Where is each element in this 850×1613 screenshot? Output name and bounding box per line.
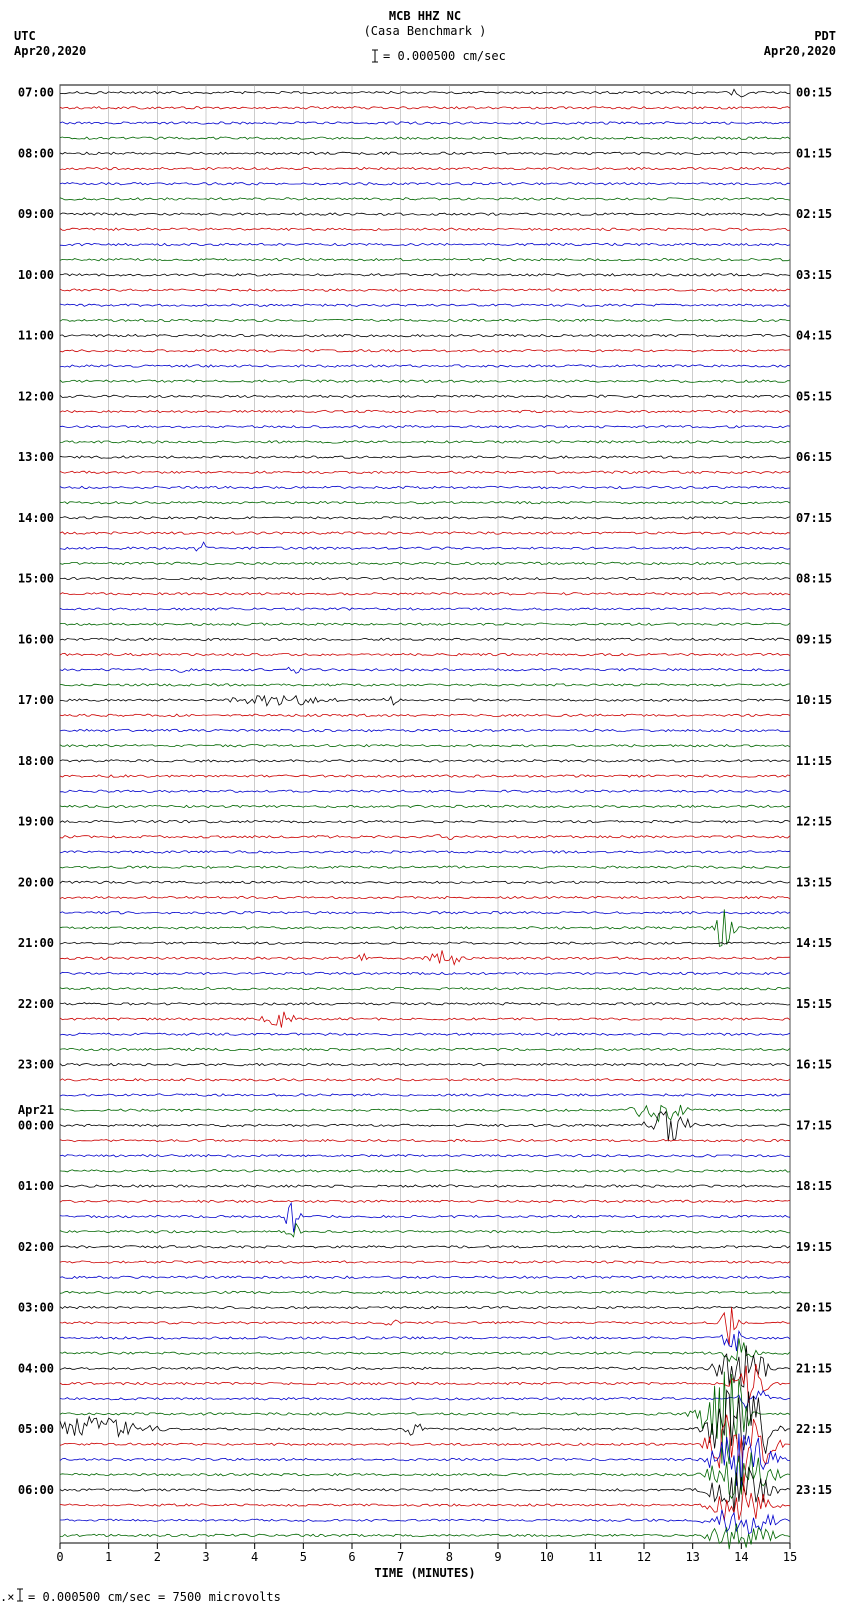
x-tick-label: 10	[539, 1550, 553, 1564]
right-time-label: 10:15	[796, 693, 832, 707]
x-tick-label: 8	[446, 1550, 453, 1564]
right-tz: PDT	[814, 29, 836, 43]
right-time-label: 19:15	[796, 1240, 832, 1254]
right-time-label: 09:15	[796, 632, 832, 646]
x-tick-label: 1	[105, 1550, 112, 1564]
right-time-label: 06:15	[796, 450, 832, 464]
right-time-label: 07:15	[796, 511, 832, 525]
x-tick-label: 9	[494, 1550, 501, 1564]
x-tick-label: 4	[251, 1550, 258, 1564]
x-tick-label: 2	[154, 1550, 161, 1564]
right-time-label: 12:15	[796, 815, 832, 829]
x-tick-label: 0	[56, 1550, 63, 1564]
left-time-label: 13:00	[18, 450, 54, 464]
left-time-label: Apr21	[18, 1103, 54, 1117]
right-time-label: 13:15	[796, 875, 832, 889]
left-time-label: 02:00	[18, 1240, 54, 1254]
left-time-label: 18:00	[18, 754, 54, 768]
right-time-label: 15:15	[796, 997, 832, 1011]
left-time-label: 22:00	[18, 997, 54, 1011]
left-time-label: 01:00	[18, 1179, 54, 1193]
right-time-label: 17:15	[796, 1118, 832, 1132]
left-time-label: 10:00	[18, 268, 54, 282]
x-tick-label: 5	[300, 1550, 307, 1564]
x-tick-label: 3	[202, 1550, 209, 1564]
x-tick-label: 15	[783, 1550, 797, 1564]
left-time-label: 21:00	[18, 936, 54, 950]
right-time-label: 03:15	[796, 268, 832, 282]
right-time-label: 21:15	[796, 1361, 832, 1375]
seismogram-plot: MCB HHZ NC(Casa Benchmark ) = 0.000500 cm…	[0, 0, 850, 1613]
x-tick-label: 7	[397, 1550, 404, 1564]
right-time-label: 02:15	[796, 207, 832, 221]
right-time-label: 16:15	[796, 1058, 832, 1072]
left-time-label: 19:00	[18, 815, 54, 829]
right-time-label: 00:15	[796, 86, 832, 100]
left-time-label: 17:00	[18, 693, 54, 707]
left-time-label: 03:00	[18, 1301, 54, 1315]
right-time-label: 01:15	[796, 146, 832, 160]
left-time-label: 16:00	[18, 632, 54, 646]
x-axis-label: TIME (MINUTES)	[374, 1566, 475, 1580]
left-date: Apr20,2020	[14, 44, 86, 58]
right-time-label: 08:15	[796, 572, 832, 586]
left-time-label: 05:00	[18, 1422, 54, 1436]
left-time-label: 11:00	[18, 329, 54, 343]
right-time-label: 18:15	[796, 1179, 832, 1193]
left-time-label: 04:00	[18, 1361, 54, 1375]
left-time-label: 15:00	[18, 572, 54, 586]
left-tz: UTC	[14, 29, 36, 43]
right-time-label: 04:15	[796, 329, 832, 343]
left-time-label: 12:00	[18, 389, 54, 403]
x-tick-label: 6	[348, 1550, 355, 1564]
left-time-label: 23:00	[18, 1058, 54, 1072]
x-tick-label: 11	[588, 1550, 602, 1564]
left-time-label: 07:00	[18, 86, 54, 100]
footer-prefix: .×	[0, 1590, 14, 1604]
left-time-label: 00:00	[18, 1118, 54, 1132]
station-name: (Casa Benchmark )	[364, 24, 487, 38]
x-tick-label: 13	[685, 1550, 699, 1564]
right-time-label: 23:15	[796, 1483, 832, 1497]
right-time-label: 05:15	[796, 389, 832, 403]
right-time-label: 14:15	[796, 936, 832, 950]
header-scale-text: = 0.000500 cm/sec	[383, 49, 506, 63]
right-time-label: 20:15	[796, 1301, 832, 1315]
left-time-label: 14:00	[18, 511, 54, 525]
left-time-label: 06:00	[18, 1483, 54, 1497]
right-time-label: 22:15	[796, 1422, 832, 1436]
left-time-label: 08:00	[18, 146, 54, 160]
left-time-label: 09:00	[18, 207, 54, 221]
right-time-label: 11:15	[796, 754, 832, 768]
seismogram-container: MCB HHZ NC(Casa Benchmark ) = 0.000500 cm…	[0, 0, 850, 1613]
x-tick-label: 12	[637, 1550, 651, 1564]
footer-scale-text: = 0.000500 cm/sec = 7500 microvolts	[28, 1590, 281, 1604]
x-tick-label: 14	[734, 1550, 748, 1564]
right-date: Apr20,2020	[764, 44, 836, 58]
station-code: MCB HHZ NC	[389, 9, 461, 23]
left-time-label: 20:00	[18, 875, 54, 889]
